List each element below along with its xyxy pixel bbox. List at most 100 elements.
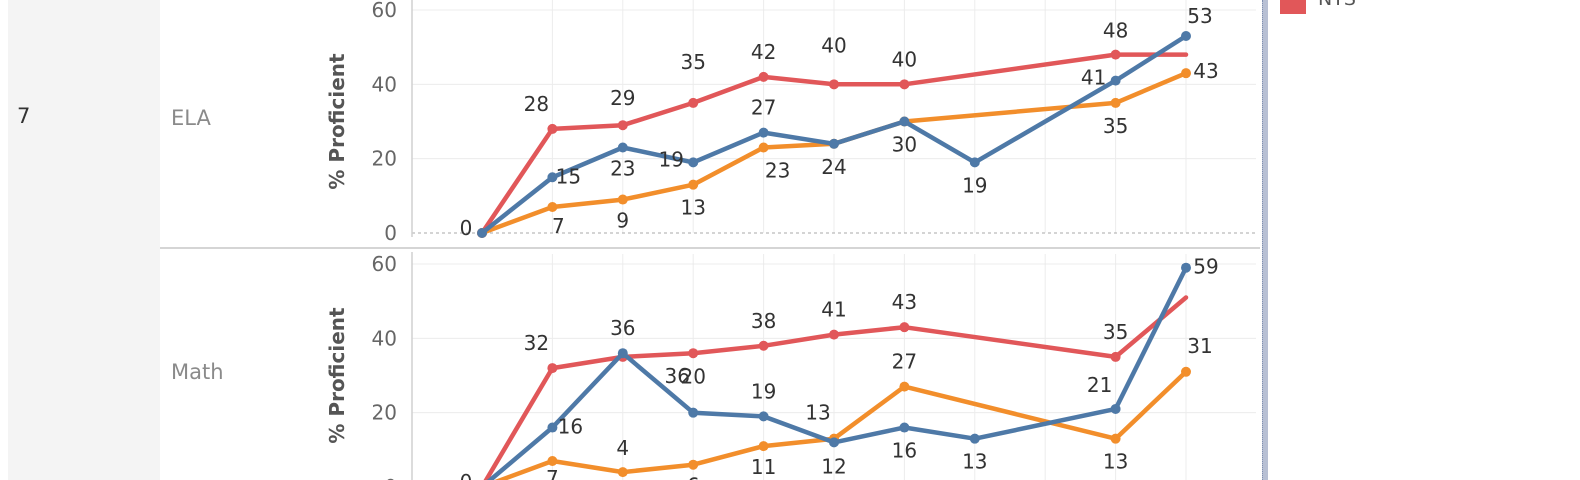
data-label: 27 — [751, 96, 776, 120]
data-point — [899, 422, 910, 433]
data-point — [617, 348, 628, 359]
data-point — [547, 422, 558, 433]
data-point — [688, 407, 699, 418]
data-label: 40 — [821, 33, 846, 57]
data-label: 19 — [658, 147, 683, 171]
data-point — [617, 142, 628, 153]
y-tick-label: 0 — [384, 475, 397, 480]
data-point — [758, 441, 769, 452]
data-point — [1181, 366, 1191, 377]
data-label: 11 — [751, 455, 776, 479]
series-line — [486, 265, 1189, 480]
data-label: 36 — [664, 364, 689, 388]
data-label: 41 — [821, 298, 846, 322]
data-point — [969, 433, 980, 444]
data-point — [688, 157, 699, 168]
data-point — [758, 127, 769, 138]
data-label: 53 — [1187, 4, 1212, 28]
data-point — [829, 329, 839, 340]
data-label: 16 — [558, 415, 583, 439]
data-label: 27 — [892, 350, 917, 374]
data-point — [1110, 433, 1121, 444]
data-label: 30 — [892, 133, 917, 157]
data-point — [1181, 31, 1191, 42]
data-label: 28 — [524, 92, 549, 116]
data-point — [758, 142, 769, 153]
data-point — [969, 157, 980, 168]
data-label: 19 — [962, 173, 987, 197]
data-label: 6 — [687, 474, 700, 480]
data-label: 23 — [610, 157, 635, 181]
data-label: 43 — [1193, 59, 1218, 83]
data-label: 59 — [1193, 255, 1218, 279]
y-tick-label: 60 — [372, 0, 397, 22]
data-point — [1110, 49, 1121, 60]
data-point — [547, 455, 558, 466]
data-point — [547, 123, 558, 134]
data-point — [758, 411, 769, 422]
y-tick-label: 20 — [372, 147, 397, 171]
data-label: 15 — [556, 164, 581, 188]
y-tick-label: 40 — [372, 72, 397, 96]
data-point — [1181, 68, 1191, 79]
data-point — [617, 467, 628, 478]
data-label: 31 — [1187, 334, 1212, 358]
data-point — [1110, 75, 1121, 86]
y-tick-label: 40 — [372, 326, 397, 350]
grade-label: 7 — [17, 104, 31, 128]
data-label: 32 — [524, 331, 549, 355]
y-tick-label: 0 — [384, 221, 397, 245]
data-point — [899, 116, 910, 127]
data-point — [688, 348, 699, 359]
data-point — [688, 459, 699, 470]
data-label: 42 — [751, 40, 776, 64]
data-label: 13 — [962, 450, 987, 474]
y-axis-label: % Proficient — [325, 307, 349, 444]
data-label: 35 — [1103, 114, 1128, 138]
data-point — [758, 340, 769, 351]
data-point — [1181, 262, 1191, 273]
math-line-chart: 0 20 40 60 % Proficient 0 32 38 41 43 35 7 4 6 11 13 27 1… — [325, 252, 1256, 480]
data-point — [1110, 97, 1121, 108]
data-label: 7 — [546, 466, 559, 480]
data-point — [617, 194, 628, 205]
data-point — [829, 138, 839, 149]
data-label: 29 — [610, 86, 635, 110]
data-label: 13 — [805, 401, 830, 425]
data-point — [547, 201, 558, 212]
data-label: 12 — [821, 454, 846, 478]
subject-label-ela: ELA — [171, 106, 211, 130]
y-tick-label: 20 — [372, 401, 397, 425]
data-point — [477, 228, 487, 238]
subject-label-math: Math — [171, 360, 224, 384]
legend-label-nys[interactable]: NYS — [1318, 0, 1356, 10]
data-label: 40 — [892, 47, 917, 71]
data-point — [1110, 403, 1121, 414]
data-point — [688, 97, 699, 108]
data-point — [547, 172, 558, 183]
ela-line-chart: 0 20 40 60 % Proficient 0 28 29 42 40 48 7 9 13 23 24 35… — [325, 0, 1256, 245]
data-label: 0 — [460, 216, 473, 240]
data-point — [547, 363, 558, 374]
data-label: 35 — [1103, 320, 1128, 344]
y-tick-label: 60 — [372, 252, 397, 276]
data-label: 13 — [1103, 450, 1128, 474]
y-axis-label: % Proficient — [325, 53, 349, 190]
data-label: 43 — [892, 290, 917, 314]
data-point — [899, 381, 910, 392]
data-label: 13 — [680, 196, 705, 220]
data-label: 20 — [680, 365, 705, 389]
grade-column — [8, 0, 160, 480]
data-label: 0 — [460, 470, 473, 480]
series-line — [479, 33, 1189, 236]
pane-divider[interactable] — [1262, 0, 1268, 480]
data-point — [617, 120, 628, 131]
data-point — [1110, 351, 1121, 362]
data-label: 19 — [751, 379, 776, 403]
data-point — [899, 322, 910, 333]
data-label: 23 — [765, 159, 790, 183]
data-label: 9 — [616, 209, 629, 233]
data-point — [899, 79, 910, 90]
data-label: 41 — [1081, 66, 1106, 90]
data-label: 4 — [616, 436, 629, 460]
